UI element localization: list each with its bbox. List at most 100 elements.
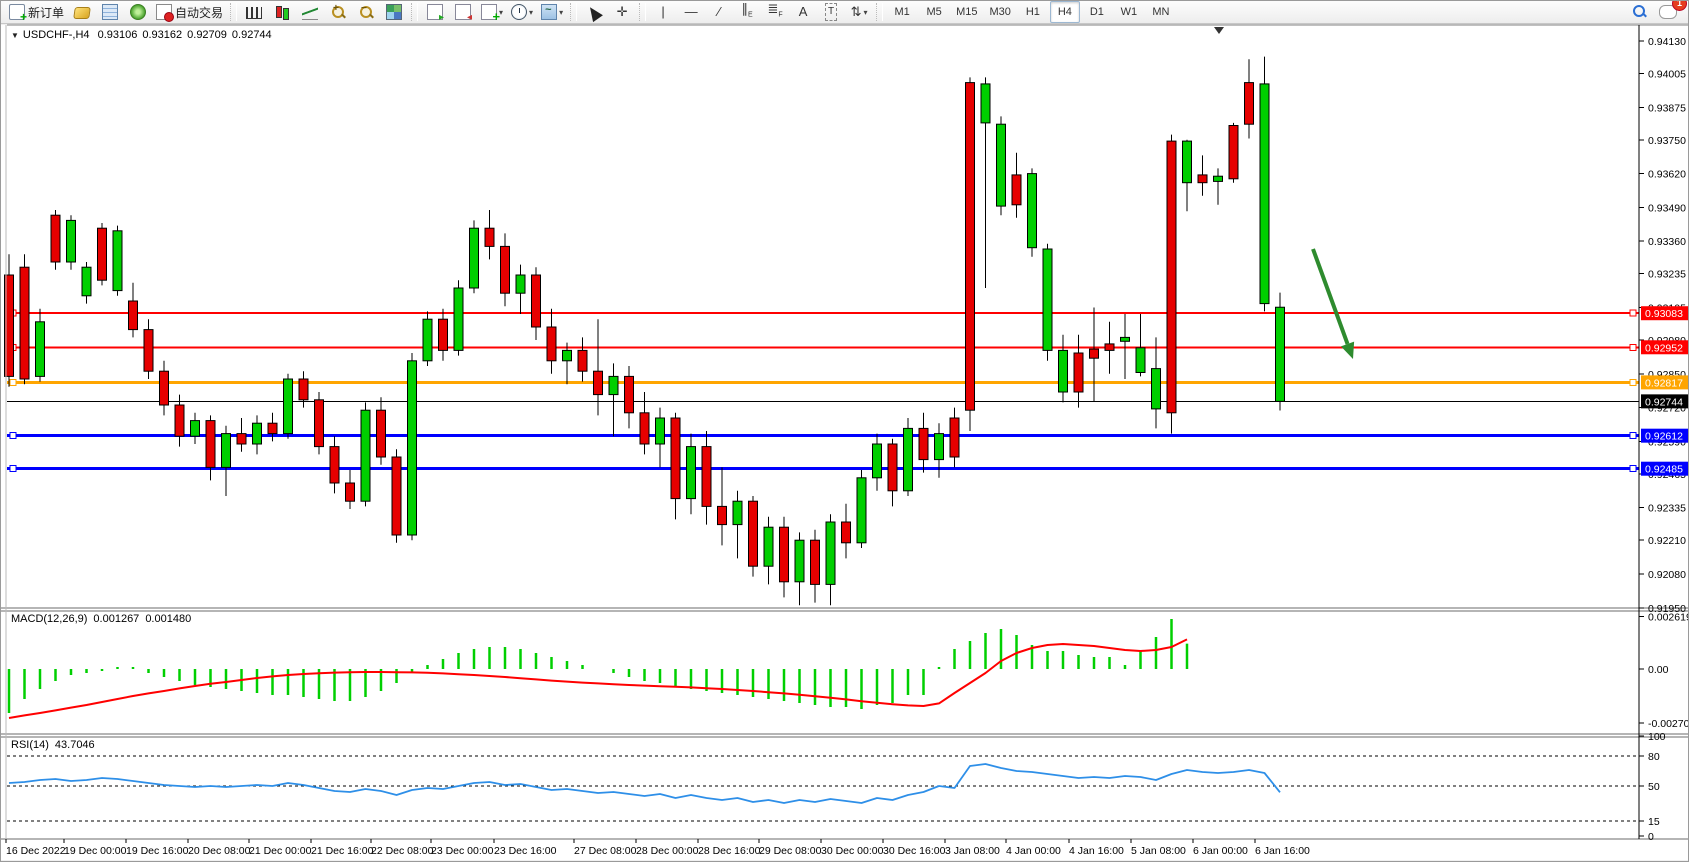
horizontal-lines[interactable] (7, 309, 1639, 473)
auto-trading-icon (156, 4, 175, 22)
candle-body (236, 433, 247, 445)
candle-body (1104, 343, 1115, 351)
dropdown-arrow-icon: ▾ (863, 7, 868, 17)
rsi-axis-label: 100 (1648, 731, 1666, 743)
candle-body (97, 227, 107, 281)
trend-arrow-head[interactable] (1340, 341, 1355, 359)
candle-body (360, 409, 371, 502)
chart-symbol: USDCHF-,H4 (22, 29, 90, 41)
candle-body (810, 539, 820, 585)
hline-tool-button[interactable]: — (678, 1, 704, 23)
crosshair-tool-button[interactable]: ✛ (609, 1, 635, 23)
candle-body (887, 443, 898, 492)
timeframe-m1[interactable]: M1 (894, 6, 910, 18)
line-handle[interactable] (1629, 343, 1637, 351)
separator (230, 3, 238, 21)
bar-chart-button[interactable] (241, 1, 267, 23)
new-order-button[interactable]: 新订单 (6, 1, 67, 24)
zoom-in-button[interactable]: + (325, 1, 351, 23)
market-watch-button[interactable] (69, 1, 95, 23)
candle-body (686, 446, 696, 500)
line-handle[interactable] (9, 465, 17, 473)
candle-chart-button[interactable] (269, 1, 295, 23)
candle-body (825, 521, 836, 585)
candle-body (1228, 125, 1239, 180)
macd-signal-line (8, 638, 1188, 719)
separator (570, 3, 578, 21)
candle-body (562, 349, 572, 362)
candle-body (1259, 83, 1270, 305)
timeframe-m30[interactable]: M30 (989, 6, 1011, 18)
candle-body (1073, 352, 1084, 393)
candle-body (267, 422, 278, 435)
timeframe-w1[interactable]: W1 (1120, 6, 1138, 18)
chart-menu-icon[interactable]: ▼ (11, 31, 19, 40)
line-handle[interactable] (1629, 465, 1637, 473)
line-handle[interactable] (1629, 309, 1637, 317)
chart-shift-button[interactable] (450, 1, 476, 23)
time-tick-label: 19 Dec 16:00 (126, 845, 189, 857)
shift-marker-icon[interactable] (1214, 27, 1224, 34)
candle-body (624, 375, 634, 414)
vline-tool-button[interactable]: | (650, 1, 676, 23)
trendline-tool-button[interactable]: ∕ (706, 1, 732, 23)
indicators-button[interactable]: ▾ (478, 1, 506, 24)
search-button[interactable] (1627, 1, 1653, 23)
candle-body (35, 321, 45, 377)
candle-body (66, 219, 76, 263)
line-handle[interactable] (9, 378, 17, 386)
timeframe-h1[interactable]: H1 (1025, 6, 1040, 18)
auto-scroll-button[interactable] (422, 1, 448, 23)
gold-icon (73, 7, 91, 19)
price-tick-label: 0.93750 (1648, 135, 1686, 147)
line-handle[interactable] (1629, 432, 1637, 440)
cursor-tool-button[interactable] (581, 1, 607, 23)
candle-body (391, 456, 402, 536)
candle-body (1011, 174, 1022, 206)
fibonacci-tool-button[interactable]: ≣F (762, 1, 788, 23)
time-tick-label: 27 Dec 08:00 (574, 845, 637, 857)
signals-button[interactable] (125, 1, 151, 23)
timeframe-h4[interactable]: H4 (1049, 1, 1080, 23)
time-tick-label: 22 Dec 08:00 (371, 845, 434, 857)
timeframe-d1[interactable]: D1 (1089, 6, 1104, 18)
rsi-axis-label: 0 (1648, 831, 1654, 843)
text-tool-button[interactable]: A (790, 1, 816, 23)
time-tick-label: 21 Dec 16:00 (311, 845, 374, 857)
rsi-axis-label: 15 (1648, 816, 1660, 828)
candle-body (376, 409, 386, 458)
macd-panel (7, 619, 1189, 719)
line-chart-button[interactable] (297, 1, 323, 23)
timeframe-m15[interactable]: M15 (956, 6, 978, 18)
notifications-button[interactable]: 1 (1655, 1, 1687, 23)
price-tag-text: 0.93083 (1645, 308, 1683, 320)
candle-body (1135, 347, 1146, 373)
line-handle[interactable] (1629, 378, 1637, 386)
arrows-tool-button[interactable]: ⇅ ▾ (846, 1, 872, 23)
channel-tool-button[interactable]: ∥E (734, 1, 760, 23)
templates-button[interactable]: ▾ (538, 1, 566, 23)
auto-trading-button[interactable]: 自动交易 (153, 1, 226, 23)
timeframe-m5[interactable]: M5 (926, 6, 942, 18)
time-tick-label: 28 Dec 00:00 (636, 845, 699, 857)
price-tag (1641, 428, 1688, 443)
time-tick-label: 21 Dec 00:00 (249, 845, 312, 857)
price-tag-text: 0.92952 (1645, 342, 1683, 354)
data-window-button[interactable] (97, 1, 123, 23)
chart-title: ▼ USDCHF-,H4 0.93106 0.93162 0.92709 0.92744 (11, 29, 277, 41)
signal-icon (130, 4, 147, 20)
tile-windows-button[interactable] (381, 1, 407, 23)
zoom-out-button[interactable]: − (353, 1, 379, 23)
notification-badge: 1 (1672, 1, 1687, 11)
trend-arrow-shaft[interactable] (1311, 248, 1350, 345)
horizontal-line-icon: — (684, 4, 698, 19)
label-tool-button[interactable]: T (818, 1, 844, 23)
time-tick-label: 29 Dec 08:00 (759, 845, 822, 857)
timeframe-mn[interactable]: MN (1152, 6, 1170, 18)
line-handle[interactable] (9, 432, 17, 440)
candle-body (779, 526, 789, 583)
periods-button[interactable]: ▾ (508, 1, 536, 23)
candle-body (221, 433, 231, 468)
